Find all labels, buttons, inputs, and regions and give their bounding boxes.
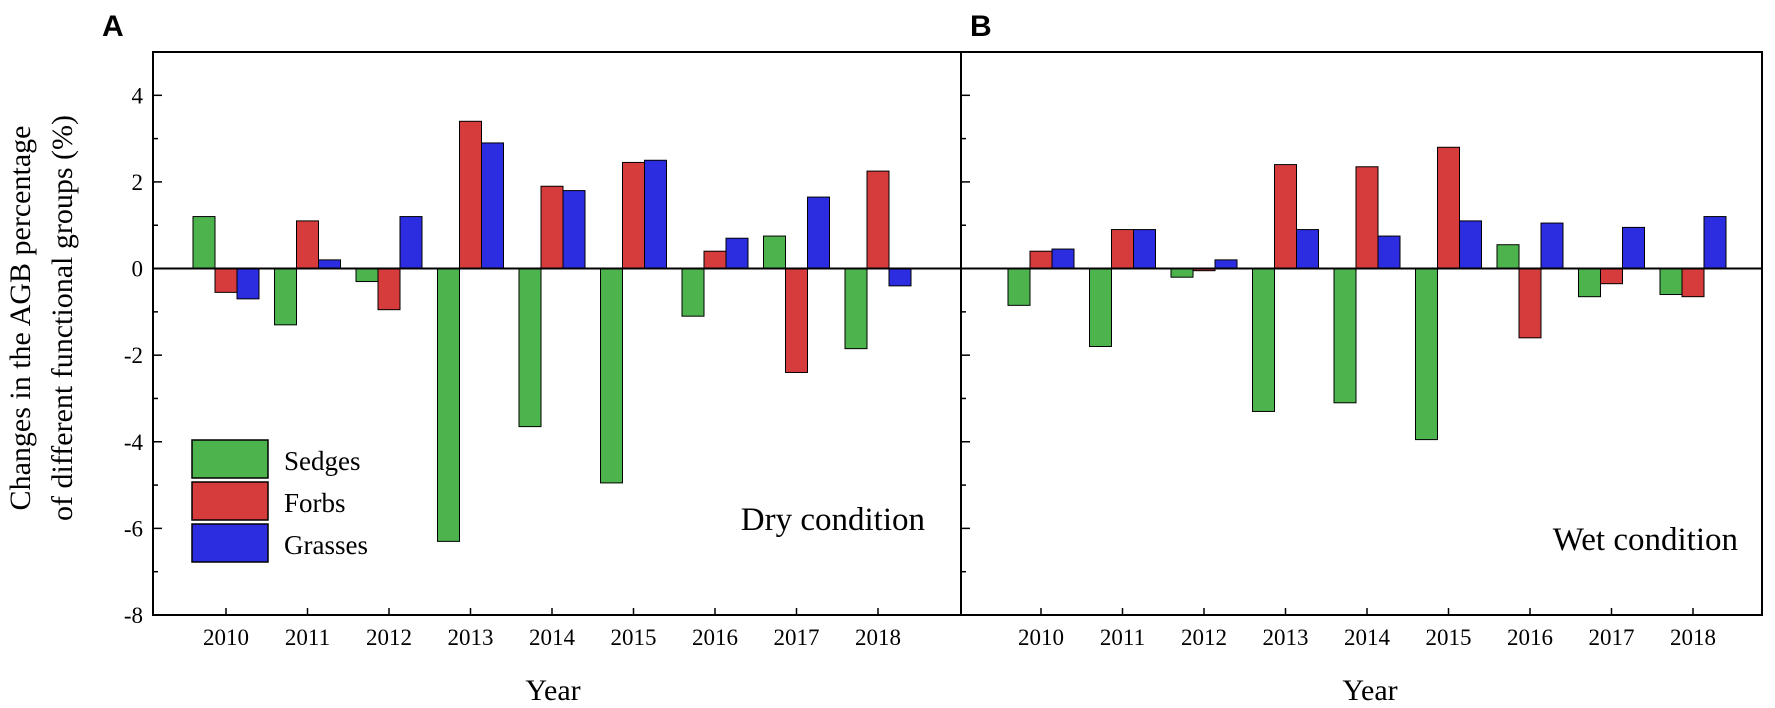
y-tick-label--8: -8: [124, 603, 143, 628]
x-tick-label-b-2012: 2012: [1181, 625, 1227, 650]
bar-b-grasses-2018: [1703, 216, 1727, 270]
condition-label-wet: Wet condition: [1553, 522, 1738, 558]
plot-layer: 2010 2011 2012 2013 2014 2015 2016 2017 2018 2010…: [124, 83, 1762, 650]
bar-b-grasses-2016: [1540, 222, 1564, 270]
bar-a-forbs-2012: [377, 268, 401, 311]
x-tick-label-b-2015: 2015: [1426, 625, 1472, 650]
x-tick-label-b-2010: 2010: [1018, 625, 1064, 650]
legend-swatch-sedges: [191, 439, 269, 479]
bar-b-sedges-2018: [1659, 268, 1683, 296]
x-tick-label-a-2014: 2014: [529, 625, 576, 650]
x-tick-label-a-2010: 2010: [203, 625, 249, 650]
bar-b-forbs-2011: [1111, 229, 1134, 270]
x-tick-label-a-2017: 2017: [774, 625, 820, 650]
panel-b-frame: [960, 51, 1763, 616]
x-tick-label-b-2011: 2011: [1100, 625, 1145, 650]
legend: Sedges Forbs Grasses: [191, 439, 368, 563]
bar-a-grasses-2010: [236, 268, 260, 300]
bar-a-sedges-2012: [355, 268, 379, 283]
y-tick-label-4: 4: [132, 83, 144, 108]
x-tick-label-a-2013: 2013: [448, 625, 494, 650]
bar-b-grasses-2012: [1214, 259, 1238, 270]
bar-a-grasses-2012: [399, 216, 423, 270]
bar-b-sedges-2012: [1170, 268, 1194, 278]
y-tick-label-0: 0: [132, 257, 144, 282]
y-tick-label--6: -6: [124, 516, 143, 541]
legend-label-forbs: Forbs: [284, 488, 346, 518]
bar-a-forbs-2017: [785, 268, 808, 373]
bar-a-forbs-2013: [459, 120, 482, 270]
legend-label-grasses: Grasses: [284, 530, 368, 560]
bar-b-forbs-2018: [1681, 268, 1705, 298]
bar-b-grasses-2011: [1133, 229, 1156, 270]
x-tick-label-a-2018: 2018: [855, 625, 901, 650]
bar-b-sedges-2015: [1415, 268, 1438, 441]
bar-b-sedges-2016: [1496, 244, 1520, 270]
x-tick-label-a-2011: 2011: [285, 625, 330, 650]
bar-b-sedges-2011: [1089, 268, 1112, 347]
y-tick-label--2: -2: [124, 343, 143, 368]
y-axis-title-line-1: Changes in the AGB percentage: [4, 126, 37, 511]
condition-label-dry: Dry condition: [741, 502, 925, 538]
bar-b-grasses-2015: [1459, 220, 1482, 270]
bar-a-forbs-2011: [296, 220, 319, 270]
bar-a-sedges-2017: [763, 235, 786, 270]
bar-a-forbs-2015: [622, 161, 645, 270]
bar-b-grasses-2010: [1051, 248, 1075, 270]
bar-b-forbs-2016: [1518, 268, 1542, 339]
panel-a-letter: A: [102, 10, 124, 43]
y-tick-label--4: -4: [124, 430, 144, 455]
bar-b-grasses-2013: [1296, 229, 1319, 270]
x-tick-label-a-2015: 2015: [611, 625, 657, 650]
bar-a-sedges-2015: [600, 268, 623, 484]
bar-a-sedges-2011: [274, 268, 297, 326]
bar-b-forbs-2013: [1274, 164, 1297, 270]
bar-a-grasses-2016: [725, 237, 749, 270]
bar-a-grasses-2013: [481, 142, 504, 270]
bar-a-sedges-2010: [192, 216, 216, 270]
x-tick-label-b-2014: 2014: [1344, 625, 1391, 650]
y-tick-label-2: 2: [132, 170, 144, 195]
x-tick-label-a-2016: 2016: [692, 625, 738, 650]
bar-b-sedges-2017: [1578, 268, 1601, 298]
bar-a-grasses-2014: [562, 190, 586, 270]
bar-a-grasses-2015: [644, 159, 667, 270]
x-tick-label-b-2016: 2016: [1507, 625, 1553, 650]
bar-b-sedges-2014: [1333, 268, 1357, 404]
legend-swatch-forbs: [191, 481, 269, 521]
bar-a-grasses-2011: [318, 259, 341, 270]
x-tick-label-b-2018: 2018: [1670, 625, 1716, 650]
x-axis-title-a: Year: [525, 674, 580, 707]
bar-b-forbs-2015: [1437, 146, 1460, 270]
bar-a-sedges-2016: [681, 268, 705, 317]
bar-a-sedges-2013: [437, 268, 460, 542]
bar-a-forbs-2018: [866, 170, 890, 270]
bar-b-sedges-2013: [1252, 268, 1275, 412]
x-tick-label-b-2017: 2017: [1589, 625, 1635, 650]
x-tick-label-b-2013: 2013: [1263, 625, 1309, 650]
x-axis-title-b: Year: [1342, 674, 1397, 707]
bar-a-forbs-2010: [214, 268, 238, 293]
bar-a-grasses-2018: [888, 268, 912, 287]
bar-a-forbs-2016: [703, 250, 727, 270]
bar-b-forbs-2017: [1600, 268, 1623, 285]
bar-b-grasses-2017: [1622, 226, 1645, 270]
bar-a-sedges-2018: [844, 268, 868, 350]
x-tick-label-a-2012: 2012: [366, 625, 412, 650]
bar-a-sedges-2014: [518, 268, 542, 428]
legend-swatch-grasses: [191, 523, 269, 563]
bar-b-grasses-2014: [1377, 235, 1401, 270]
bar-a-forbs-2014: [540, 185, 564, 270]
bar-b-forbs-2010: [1029, 250, 1053, 270]
bar-b-sedges-2010: [1007, 268, 1031, 306]
legend-label-sedges: Sedges: [284, 446, 361, 476]
bar-a-grasses-2017: [807, 196, 830, 270]
panel-b-letter: B: [970, 10, 992, 43]
y-axis-title-line-2: of different functional groups (%): [46, 115, 79, 521]
bar-b-forbs-2014: [1355, 166, 1379, 270]
